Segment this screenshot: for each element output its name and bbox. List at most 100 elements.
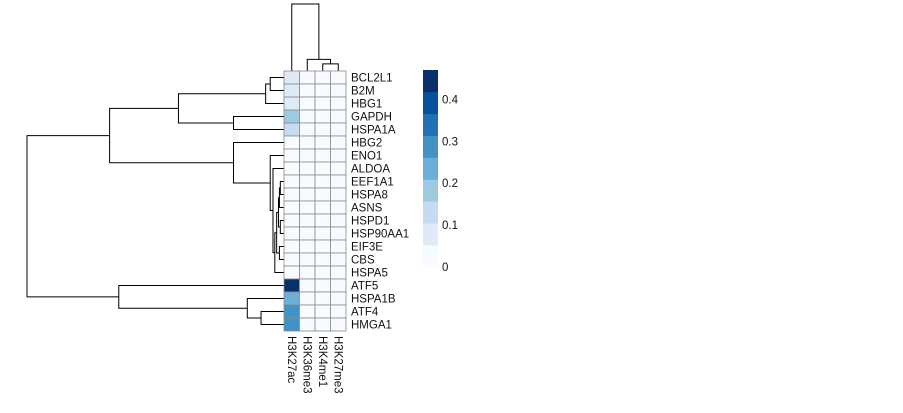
row-label: HMGA1 xyxy=(351,320,392,332)
heatmap-cell xyxy=(299,252,316,267)
legend-color-step xyxy=(423,179,438,202)
heatmap-cell xyxy=(283,239,300,254)
heatmap-cell xyxy=(283,252,300,267)
heatmap-cell xyxy=(299,291,316,306)
heatmap-cell xyxy=(283,83,300,98)
heatmap-cell xyxy=(314,213,331,228)
heatmap-cell xyxy=(299,174,316,189)
dendrogram-branch xyxy=(279,220,284,234)
heatmap-cell xyxy=(283,213,300,228)
row-label: ENO1 xyxy=(351,151,382,163)
heatmap-cell xyxy=(299,109,316,124)
heatmap-cell xyxy=(283,226,300,241)
legend-color-step xyxy=(423,157,438,180)
heatmap-cell xyxy=(283,291,300,306)
legend-color-step xyxy=(423,91,438,115)
heatmap-cell xyxy=(314,252,331,267)
dendrogram-branch xyxy=(269,77,284,91)
row-label: EIF3E xyxy=(351,242,383,254)
dendrogram-branch xyxy=(277,197,281,228)
heatmap-cell xyxy=(330,239,347,254)
heatmap-cell xyxy=(299,135,316,150)
row-label: HSPD1 xyxy=(351,216,389,228)
row-label: ATF4 xyxy=(351,307,379,319)
dendrogram-branch xyxy=(291,3,320,71)
heatmap-cell xyxy=(330,148,347,163)
dendrogram-branch xyxy=(322,63,339,71)
dendrogram-branch xyxy=(278,187,284,208)
heatmap-cell xyxy=(283,317,300,332)
heatmap-cell xyxy=(330,174,347,189)
dendrogram-branch xyxy=(272,168,284,254)
heatmap-cell xyxy=(299,317,316,332)
column-label: H3K27ac xyxy=(285,336,297,384)
heatmap-cell xyxy=(330,122,347,137)
row-label: ALDOA xyxy=(351,164,390,176)
dendrogram-branch xyxy=(269,155,284,212)
heatmap-cell xyxy=(283,148,300,163)
heatmap-cell xyxy=(283,174,300,189)
heatmap-cell xyxy=(283,304,300,319)
heatmap-cell xyxy=(299,278,316,293)
legend-color-step xyxy=(423,201,438,224)
row-label: B2M xyxy=(351,86,375,98)
heatmap-cell xyxy=(330,304,347,319)
heatmap-cell xyxy=(314,174,331,189)
heatmap-cell xyxy=(283,109,300,124)
legend-tick-label: 0.4 xyxy=(442,94,459,106)
heatmap-cells xyxy=(283,70,347,332)
heatmap-cell xyxy=(283,200,300,215)
legend-color-step xyxy=(423,223,438,246)
heatmap-cell xyxy=(314,122,331,137)
heatmap-cell xyxy=(299,213,316,228)
dendrogram-branch xyxy=(177,93,266,124)
heatmap-cell xyxy=(299,96,316,111)
heatmap-cell xyxy=(330,278,347,293)
heatmap-cell xyxy=(283,265,300,280)
heatmap-cell xyxy=(299,83,316,98)
dendrogram-branch xyxy=(109,107,234,164)
heatmap-cell xyxy=(314,226,331,241)
heatmap-cell xyxy=(314,83,331,98)
heatmap-cell xyxy=(314,239,331,254)
column-label: H3K27me3 xyxy=(331,336,343,394)
legend-tick-label: 0 xyxy=(442,262,448,274)
heatmap-cell xyxy=(314,291,331,306)
heatmap-cell xyxy=(314,265,331,280)
column-label: H3K36me3 xyxy=(300,336,312,394)
column-labels: H3K27ac H3K36me3 H3K4me1 H3K27me3 xyxy=(285,336,344,394)
legend-color-step xyxy=(423,113,438,136)
row-label: HBG1 xyxy=(351,99,382,111)
heatmap-cell xyxy=(283,135,300,150)
heatmap-cell xyxy=(314,317,331,332)
dendrogram-branch xyxy=(26,135,119,298)
legend-tick-label: 0.3 xyxy=(442,136,458,148)
row-labels: BCL2L1B2MHBG1GAPDHHSPA1AHBG2ENO1ALDOAEEF… xyxy=(351,73,409,332)
heatmap-cell xyxy=(299,265,316,280)
heatmap-cell xyxy=(314,161,331,176)
heatmap-cell xyxy=(299,148,316,163)
heatmap-cell xyxy=(299,200,316,215)
heatmap-cell xyxy=(330,109,347,124)
heatmap-cell xyxy=(330,291,347,306)
heatmap-cell xyxy=(283,187,300,202)
heatmap-cell xyxy=(330,226,347,241)
heatmap-cell xyxy=(330,96,347,111)
heatmap-cell xyxy=(330,70,347,85)
heatmap-cell xyxy=(299,239,316,254)
legend-color-step xyxy=(423,135,438,158)
heatmap-cell xyxy=(314,135,331,150)
row-label: GAPDH xyxy=(351,112,392,124)
dendrogram-branch xyxy=(233,142,284,184)
heatmap-cell xyxy=(314,70,331,85)
heatmap-cell xyxy=(283,122,300,137)
heatmap-cell xyxy=(314,200,331,215)
heatmap-cell xyxy=(314,148,331,163)
dendrogram-branch xyxy=(279,181,284,195)
dendrogram-branch xyxy=(233,116,284,130)
heatmap-cell xyxy=(330,83,347,98)
heatmap-cell xyxy=(299,161,316,176)
legend-tick-label: 0.1 xyxy=(442,220,458,232)
heatmap-cell xyxy=(330,265,347,280)
